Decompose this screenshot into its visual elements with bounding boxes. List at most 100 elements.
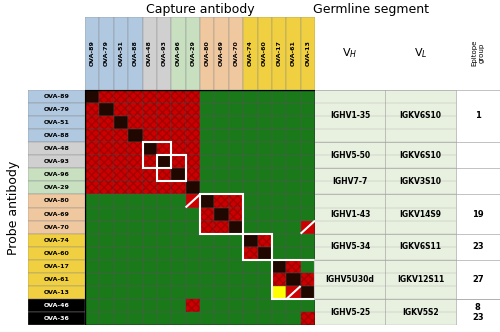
Bar [200, 286, 214, 299]
Bar [186, 103, 200, 116]
Bar [200, 195, 214, 208]
Bar [142, 90, 157, 103]
Bar [128, 142, 142, 155]
Bar [186, 247, 200, 260]
Bar [142, 273, 157, 286]
Bar [258, 103, 272, 116]
Bar [85, 247, 100, 260]
Text: IGHV1-35: IGHV1-35 [330, 111, 370, 120]
Bar [286, 155, 300, 168]
Bar [142, 220, 157, 234]
Bar [171, 142, 186, 155]
Bar [85, 129, 100, 142]
Bar [157, 234, 171, 247]
Text: IGHV7-7: IGHV7-7 [332, 177, 368, 186]
Bar [128, 129, 142, 142]
Bar [171, 286, 186, 299]
Bar [100, 181, 114, 195]
Bar [28, 299, 85, 312]
Bar [157, 155, 186, 181]
Text: OVA-13: OVA-13 [306, 40, 310, 66]
Bar [171, 129, 186, 142]
Bar [186, 299, 200, 312]
Bar [28, 260, 85, 273]
Bar [100, 273, 114, 286]
Bar [186, 116, 200, 129]
Bar [100, 90, 114, 103]
Bar [243, 129, 258, 142]
Bar [186, 273, 200, 286]
Bar [171, 312, 186, 325]
Bar [114, 142, 128, 155]
Text: Epitope
group: Epitope group [472, 40, 484, 66]
Text: OVA-48: OVA-48 [44, 146, 69, 151]
Bar [286, 103, 300, 116]
Bar [286, 142, 300, 155]
Bar [171, 90, 186, 103]
Text: Germline segment: Germline segment [313, 3, 429, 17]
Bar [128, 195, 142, 208]
Bar [157, 103, 171, 116]
Bar [142, 103, 157, 116]
Bar [214, 220, 229, 234]
Bar [114, 195, 128, 208]
Bar [157, 181, 171, 195]
Bar [128, 168, 142, 181]
Bar [186, 181, 200, 195]
Bar [100, 155, 114, 168]
Bar [157, 129, 171, 142]
Bar [229, 312, 243, 325]
Bar [300, 208, 315, 220]
Bar [272, 168, 286, 181]
Bar [258, 220, 272, 234]
Bar [114, 168, 128, 181]
Bar [243, 286, 258, 299]
Bar [286, 286, 300, 299]
Bar [142, 286, 157, 299]
Bar [214, 234, 229, 247]
Bar [200, 195, 243, 234]
Bar [186, 142, 200, 155]
Bar [300, 247, 315, 260]
Bar [85, 103, 100, 116]
Bar [85, 312, 100, 325]
Bar [171, 181, 186, 195]
Bar [229, 273, 243, 286]
Bar [28, 247, 85, 260]
Bar [171, 273, 186, 286]
Bar [186, 155, 200, 168]
Bar [100, 220, 114, 234]
Bar [171, 195, 186, 208]
Bar [114, 312, 128, 325]
Text: IGHV5-25: IGHV5-25 [330, 308, 370, 317]
Text: OVA-17: OVA-17 [44, 264, 69, 269]
Bar [258, 90, 272, 103]
Bar [243, 247, 258, 260]
Bar [243, 168, 258, 181]
Bar [258, 116, 272, 129]
Bar [186, 129, 200, 142]
Bar [171, 103, 186, 116]
Bar [100, 129, 114, 142]
Text: OVA-70: OVA-70 [44, 225, 69, 230]
Bar [214, 299, 229, 312]
Bar [456, 90, 500, 325]
Bar [157, 142, 171, 155]
Bar [157, 116, 171, 129]
Bar [258, 312, 272, 325]
Bar [85, 273, 100, 286]
Bar [171, 129, 186, 142]
Bar [214, 195, 229, 208]
Bar [300, 299, 315, 312]
Bar [114, 129, 128, 142]
Bar [114, 273, 128, 286]
Bar [272, 312, 286, 325]
Bar [229, 103, 243, 116]
Bar [28, 168, 85, 181]
Text: OVA-36: OVA-36 [44, 316, 69, 321]
Bar [28, 116, 85, 129]
Text: IGKV3S10: IGKV3S10 [400, 177, 442, 186]
Bar [157, 286, 171, 299]
Text: OVA-88: OVA-88 [44, 133, 69, 138]
Text: V$_H$: V$_H$ [342, 46, 358, 60]
